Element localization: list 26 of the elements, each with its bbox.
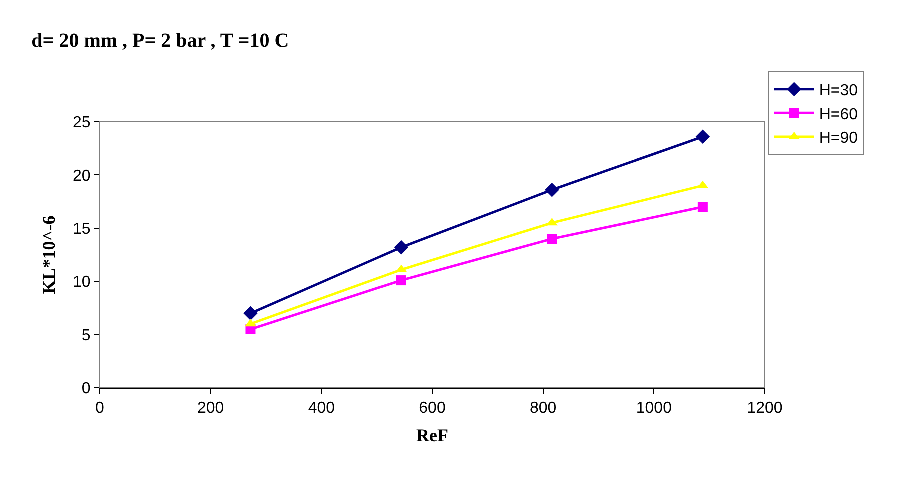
x-tick-label: 1000 [636, 400, 672, 418]
point [547, 234, 558, 244]
y-tick-label: 20 [73, 168, 91, 185]
x-tick-label: 800 [530, 400, 557, 418]
legend-label: H=60 [819, 106, 858, 124]
point [696, 130, 710, 144]
point [545, 182, 560, 198]
legend-label: H=30 [819, 82, 858, 100]
chart-title: d= 20 mm , P= 2 bar , T =10 C [32, 30, 290, 52]
x-tick-label: 400 [308, 400, 336, 418]
point [698, 202, 708, 212]
point [244, 306, 258, 321]
legend-label: H=90 [819, 130, 858, 148]
point [394, 240, 409, 255]
y-tick-label: 0 [82, 380, 91, 398]
x-tick-label: 1200 [747, 400, 783, 418]
x-tick-label: 200 [197, 400, 224, 418]
x-tick-label: 600 [419, 400, 446, 418]
y-tick-label: 5 [82, 327, 91, 344]
point [396, 276, 406, 286]
y-axis-title: KL*10^-6 [39, 216, 60, 294]
y-tick-label: 15 [73, 221, 91, 238]
x-tick-label: 0 [96, 400, 105, 418]
y-tick-label: 10 [73, 274, 91, 292]
y-tick-label: 25 [73, 114, 91, 132]
x-axis-title: ReF [416, 425, 448, 446]
